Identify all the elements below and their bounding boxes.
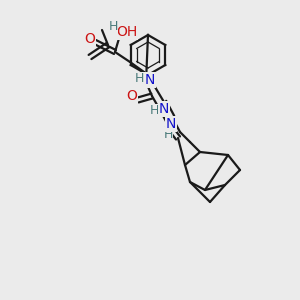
Text: N: N bbox=[159, 102, 169, 116]
Text: H: H bbox=[149, 104, 159, 118]
Text: H: H bbox=[108, 20, 118, 34]
Text: OH: OH bbox=[116, 25, 138, 39]
Text: O: O bbox=[127, 89, 137, 103]
Text: H: H bbox=[163, 128, 173, 140]
Text: N: N bbox=[145, 73, 155, 87]
Text: O: O bbox=[85, 32, 95, 46]
Text: N: N bbox=[166, 117, 176, 131]
Text: H: H bbox=[134, 73, 144, 85]
